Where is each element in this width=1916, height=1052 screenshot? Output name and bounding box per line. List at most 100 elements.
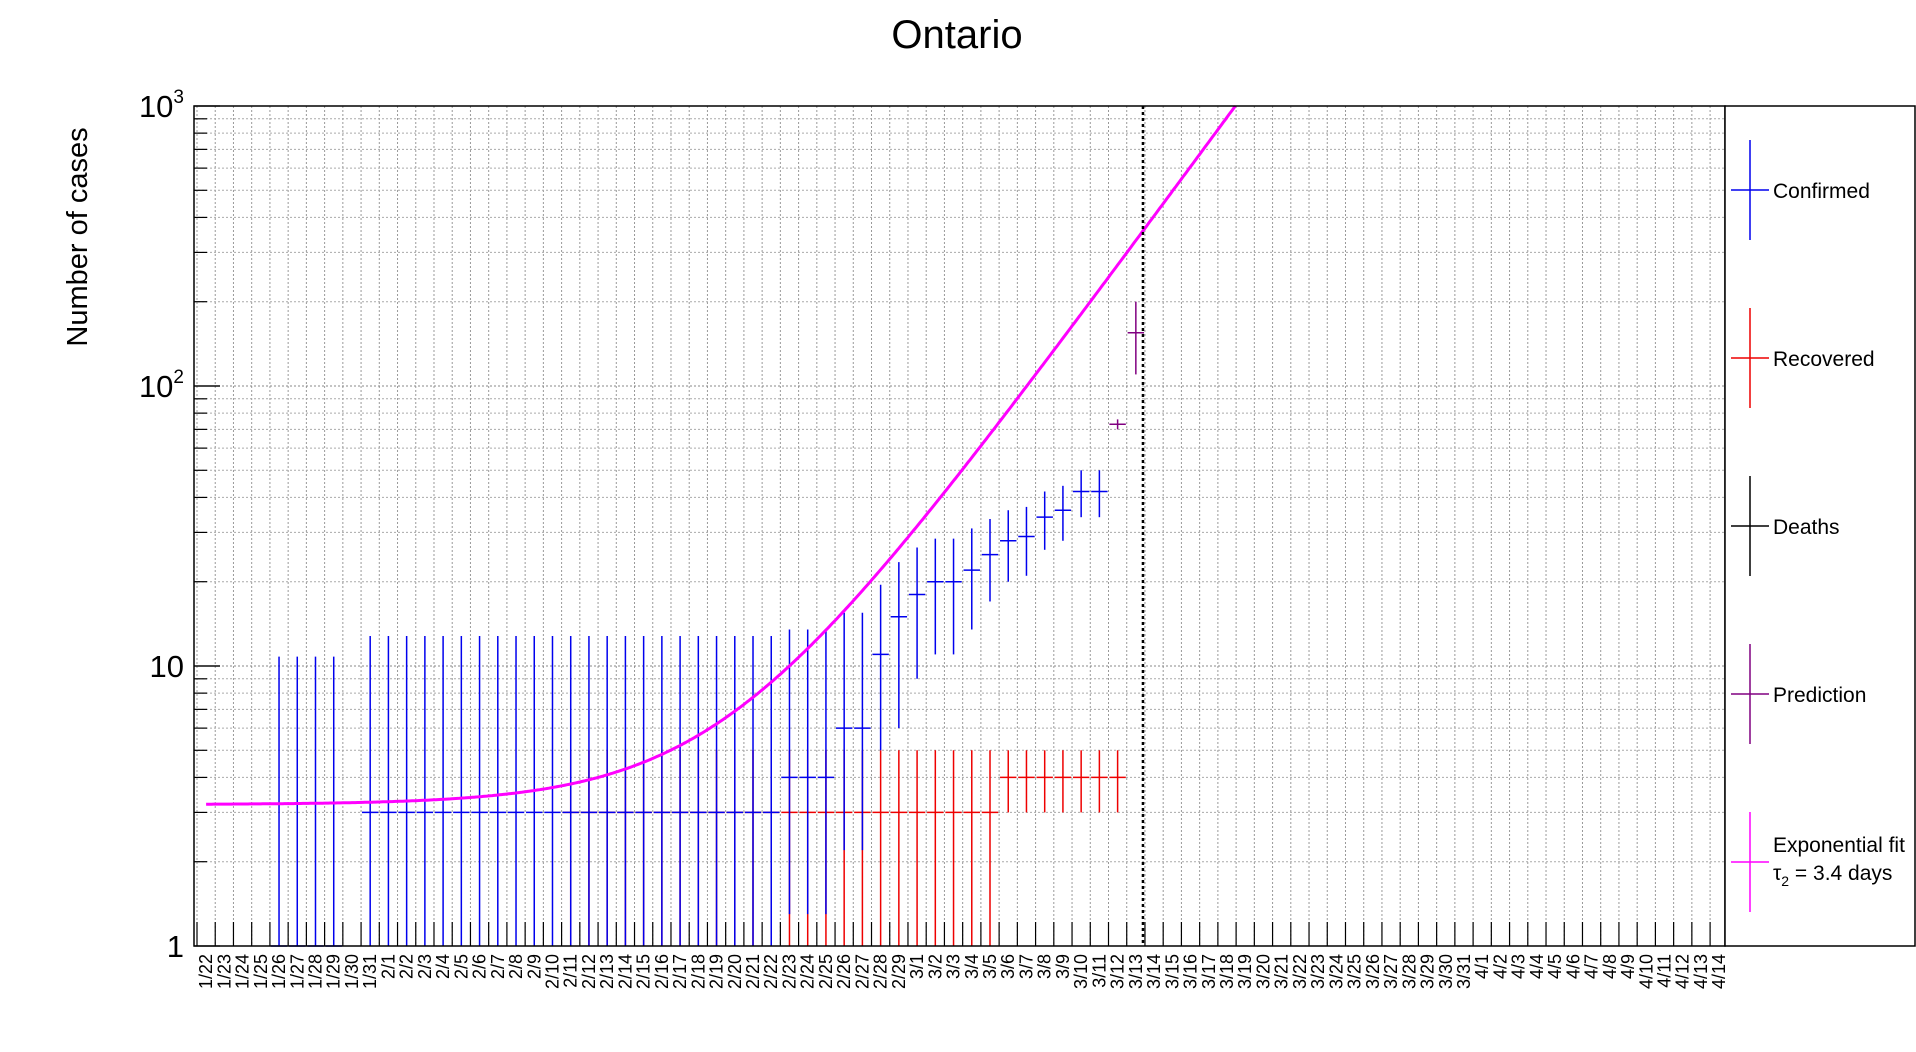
x-tick-label: 3/20 (1254, 954, 1274, 989)
x-tick-label: 2/23 (780, 954, 800, 989)
x-tick-label: 3/14 (1144, 954, 1164, 989)
x-tick-label: 2/1 (378, 954, 398, 979)
x-tick-label: 3/21 (1272, 954, 1292, 989)
legend-label: Recovered (1773, 348, 1875, 371)
x-tick-label: 3/18 (1217, 954, 1237, 989)
x-tick-label: 2/14 (615, 954, 635, 989)
confirmed-point (270, 656, 288, 947)
x-tick-label: 2/13 (597, 954, 617, 989)
confirmed-point (945, 538, 962, 655)
y-tick-label: 103 (139, 87, 184, 124)
confirmed-point (617, 635, 634, 946)
recovered-point (1072, 750, 1090, 813)
exponential-fit-curve (206, 105, 1237, 806)
x-tick-label: 4/10 (1636, 954, 1656, 989)
confirmed-point (507, 635, 525, 946)
x-tick-label: 2/18 (688, 954, 708, 989)
x-tick-label: 2/4 (433, 954, 453, 979)
legend-tau: τ (1773, 862, 1782, 885)
legend-entry-recovered: Recovered (1731, 308, 1875, 408)
confirmed-point (763, 635, 780, 946)
legend-label: Confirmed (1773, 180, 1870, 203)
x-tick-label: 4/6 (1563, 954, 1583, 979)
legend-entry-exponential-fit: Exponential fit τ2 = 3.4 days (1731, 812, 1905, 912)
x-tick-label: 1/31 (360, 954, 380, 989)
confirmed-point (544, 635, 561, 946)
recovered-point (1091, 750, 1108, 813)
x-tick-label: 2/28 (871, 954, 891, 989)
x-tick-label: 3/4 (962, 954, 982, 979)
confirmed-point (598, 635, 616, 946)
x-tick-label: 3/27 (1381, 954, 1401, 989)
x-tick-label: 2/22 (761, 954, 781, 989)
x-tick-label: 2/27 (852, 954, 872, 989)
x-tick-label: 3/2 (925, 954, 945, 979)
x-tick-label: 3/11 (1089, 954, 1109, 988)
y-tick-base: 10 (139, 369, 173, 404)
x-tick-label: 3/30 (1436, 954, 1456, 989)
confirmed-point (398, 635, 415, 946)
x-tick-label: 2/20 (725, 954, 745, 989)
x-tick-label: 1/25 (251, 954, 271, 989)
x-tick-label: 1/24 (233, 954, 253, 989)
x-tick-label: 2/6 (470, 954, 490, 979)
x-tick-label: 2/2 (397, 954, 417, 979)
prediction-point (1127, 301, 1145, 375)
recovered-point (945, 750, 962, 946)
recovered-point (872, 750, 889, 946)
x-tick-label: 4/7 (1582, 954, 1602, 979)
x-tick-label: 3/26 (1363, 954, 1383, 989)
x-tick-label: 4/8 (1600, 954, 1620, 979)
x-tick-label: 2/29 (889, 954, 909, 989)
legend-entry-confirmed: Confirmed (1731, 140, 1870, 240)
y-tick-label: 10 (150, 649, 184, 684)
y-tick-base: 10 (139, 89, 173, 124)
x-tick-label: 2/12 (579, 954, 599, 989)
legend-label: Prediction (1773, 684, 1866, 707)
x-tick-label: 2/11 (561, 954, 581, 988)
x-tick-label: 4/5 (1545, 954, 1565, 979)
x-tick-label: 3/13 (1126, 954, 1146, 989)
x-tick-label: 4/11 (1655, 954, 1675, 988)
x-tick-label: 2/16 (652, 954, 672, 989)
confirmed-point (890, 562, 908, 729)
x-tick-label: 1/27 (287, 954, 307, 989)
x-tick-label: 2/5 (451, 954, 471, 979)
confirmed-point (635, 635, 652, 946)
x-tick-label: 3/23 (1308, 954, 1328, 989)
grid (194, 105, 1725, 947)
confirmed-point (726, 635, 743, 946)
x-tick-label: 3/22 (1290, 954, 1310, 989)
confirmed-point (799, 629, 816, 915)
confirmed-point (963, 528, 980, 630)
chart-title: Ontario (891, 13, 1022, 57)
confirmed-point (380, 635, 397, 946)
x-tick-label: 2/24 (798, 954, 818, 989)
confirmed-point (781, 629, 798, 915)
confirmed-point (434, 635, 452, 946)
legend-entry-prediction: Prediction (1731, 644, 1866, 744)
x-tick-label: 2/25 (816, 954, 836, 989)
confirmed-point (1018, 506, 1035, 576)
x-tick-label: 2/21 (743, 954, 763, 989)
y-tick-label: 1 (167, 929, 184, 964)
x-tick-label: 3/10 (1071, 954, 1091, 989)
confirmed-point (690, 635, 707, 946)
y-axis-label: Number of cases (62, 127, 94, 346)
x-tick-label: 3/31 (1454, 954, 1474, 989)
confirmed-point (1072, 470, 1090, 518)
x-tick-label: 3/5 (980, 954, 1000, 979)
x-tick-label: 2/26 (834, 954, 854, 989)
confirmed-point (453, 635, 470, 946)
x-tick-label: 1/23 (214, 954, 234, 989)
x-tick-label: 2/8 (506, 954, 526, 979)
x-tick-label: 1/22 (196, 954, 216, 989)
recovered-point (1109, 750, 1126, 813)
confirmed-point (981, 518, 999, 602)
x-tick-label: 4/4 (1527, 954, 1547, 979)
x-tick-label: 4/2 (1490, 954, 1510, 979)
confirmed-point (708, 635, 725, 946)
axes: 1101021031/221/231/241/251/261/271/281/2… (139, 87, 1729, 989)
x-tick-label: 3/8 (1035, 954, 1055, 979)
confirmed-point (653, 635, 671, 946)
